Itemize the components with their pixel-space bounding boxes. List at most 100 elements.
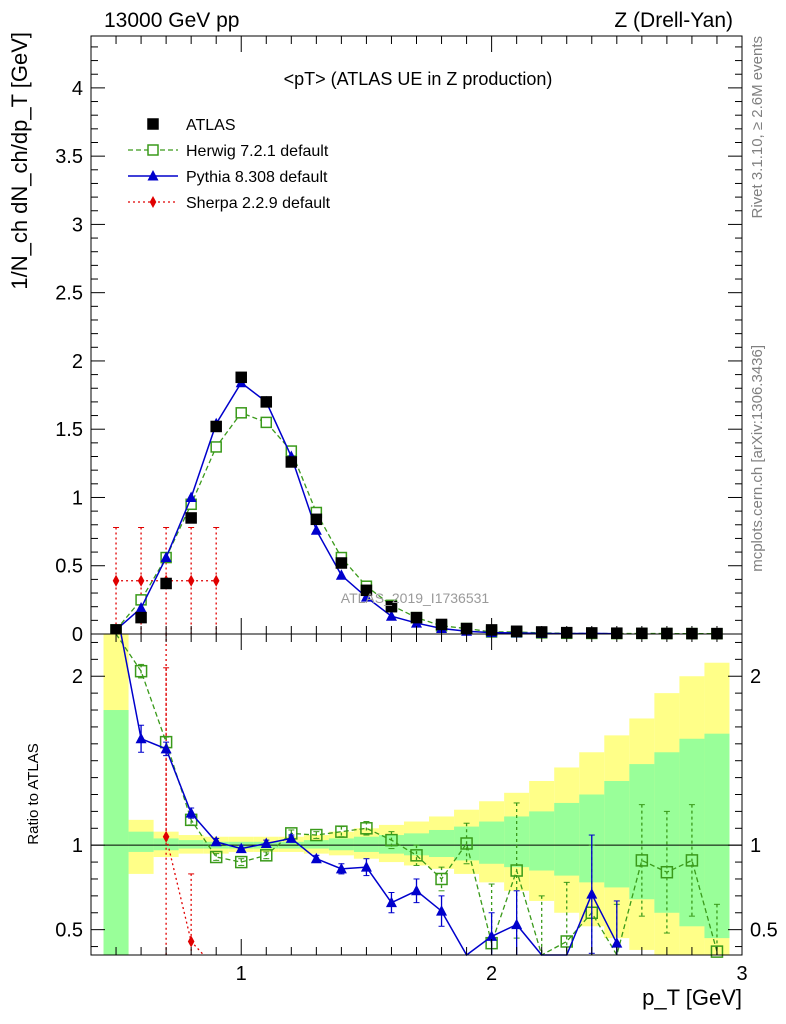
green-band-bin (529, 811, 555, 871)
herwig-ratio-point (685, 854, 699, 867)
pythia-ratio-point (160, 742, 172, 754)
green-band-bin (604, 780, 630, 888)
herwig-ratio-point (510, 864, 523, 877)
lower-y-axis-title: Ratio to ATLAS (25, 743, 42, 844)
legend-sherpa-marker (149, 196, 157, 208)
rivet-version-label: Rivet 3.1.10, ≥ 2.6M events (749, 36, 766, 219)
ratio-y-tick-label-left: 2 (72, 666, 83, 688)
atlas-point (210, 420, 222, 433)
ratio-y-tick-label-right: 1 (750, 835, 761, 857)
mcplots-label: mcplots.cern.ch [arXiv:1306.3436] (749, 345, 766, 572)
legend-pythia-label: Pythia 8.308 default (186, 169, 328, 186)
herwig-ratio-point (385, 833, 398, 847)
legend-atlas-marker (147, 118, 159, 130)
herwig-ratio-point (134, 664, 148, 678)
sherpa-ratio-point (162, 830, 170, 843)
y-tick-label: 0.5 (55, 556, 83, 578)
x-tick-label: 3 (736, 963, 747, 985)
pythia-point (310, 524, 322, 535)
legend: ATLAS Herwig 7.2.1 default Pythia 8.308 de… (128, 117, 331, 212)
header-left-label: 13000 GeV pp (104, 9, 239, 32)
green-band-bin (128, 831, 154, 852)
header-right-label: Z (Drell-Yan) (614, 9, 733, 32)
atlas-point (285, 456, 298, 468)
pythia-ratio-point (611, 937, 623, 948)
herwig-ratio-point (660, 865, 674, 879)
y-tick-label: 4 (72, 78, 83, 100)
x-tick-label: 2 (486, 963, 497, 985)
legend-herwig-marker (147, 144, 159, 156)
pythia-point (385, 610, 397, 621)
pythia-ratio-point (310, 852, 322, 864)
sherpa-point (137, 574, 145, 587)
herwig-ratio-point (360, 822, 373, 835)
x-axis-title: p_T [GeV] (642, 985, 742, 1010)
atlas-point (235, 371, 247, 384)
green-band-bin (429, 829, 455, 858)
pythia-ratio-point (436, 905, 448, 916)
atlas-point (385, 600, 398, 613)
atlas-point (135, 611, 147, 624)
y-tick-label: 0 (72, 624, 83, 646)
herwig-ratio-point (260, 849, 273, 862)
y-tick-label: 3.5 (55, 146, 83, 168)
pythia-ratio-point (260, 837, 272, 848)
green-band-bin (353, 836, 379, 852)
herwig-ratio-point (410, 849, 423, 862)
sherpa-point (212, 574, 220, 587)
y-tick-label: 1.5 (55, 419, 83, 441)
y-tick-label: 3 (72, 214, 83, 236)
pythia-point (335, 569, 347, 580)
green-band-bin (328, 838, 354, 851)
green-band-bin (704, 733, 730, 939)
upper-title: <pT> (ATLAS UE in Z production) (284, 69, 553, 89)
sherpa-ratio-line (165, 634, 205, 956)
pythia-ratio-point (385, 896, 397, 908)
green-band-bin (303, 840, 329, 849)
legend-sherpa-label: Sherpa 2.2.9 default (186, 195, 331, 212)
green-band-bin (679, 738, 705, 927)
herwig-ratio-point (435, 872, 448, 886)
herwig-ratio-point (234, 855, 248, 869)
pythia-point (160, 551, 172, 563)
lower-panel: 0.5 0.5 1 1 2 2 1 2 3 Ratio to ATLAS p_T [GeV] (25, 633, 778, 1010)
legend-atlas-label: ATLAS (186, 117, 236, 134)
green-band-bin (554, 802, 580, 876)
sherpa-ratio-point (187, 935, 195, 948)
ratio-y-tick-label-right: 0.5 (750, 920, 778, 942)
pythia-ratio-point (411, 884, 422, 896)
atlas-point (335, 557, 348, 569)
atlas-point (185, 512, 197, 524)
pythia-ratio-point (135, 732, 147, 744)
atlas-point (260, 396, 273, 408)
herwig-ratio-point (335, 825, 348, 838)
legend-pythia-marker (147, 170, 159, 181)
pythia-ratio-point (511, 918, 523, 930)
upper-panel: 0 0.5 1 1.5 2 2.5 3 3.5 4 <pT> (ATLAS UE in Z pr… (7, 32, 743, 646)
herwig-point (260, 416, 273, 429)
ratio-y-tick-label-left: 0.5 (55, 920, 83, 942)
herwig-ratio-point (635, 854, 649, 867)
atlas-point (310, 513, 323, 526)
pythia-ratio-point (486, 930, 498, 941)
pythia-point (185, 491, 197, 502)
sherpa-point (112, 574, 120, 587)
green-band-bin (479, 821, 505, 864)
y-tick-label: 1 (72, 487, 83, 509)
upper-y-axis-title: 1/N_ch dN_ch/dp_T [GeV] (7, 32, 32, 290)
herwig-point (210, 441, 222, 453)
pythia-ratio-point (360, 861, 372, 872)
pythia-ratio-point (185, 807, 197, 818)
ratio-y-tick-label-left: 1 (72, 835, 83, 857)
herwig-point (235, 407, 247, 419)
atlas-point (160, 577, 172, 590)
y-tick-label: 2.5 (55, 283, 83, 305)
y-tick-label: 2 (72, 351, 83, 373)
atlas-point (410, 611, 423, 624)
herwig-ratio-point (710, 945, 724, 958)
herwig-ratio-point (209, 850, 223, 864)
pythia-ratio-point (335, 862, 347, 874)
green-band-bin (103, 710, 129, 955)
green-band-bin (403, 833, 430, 856)
